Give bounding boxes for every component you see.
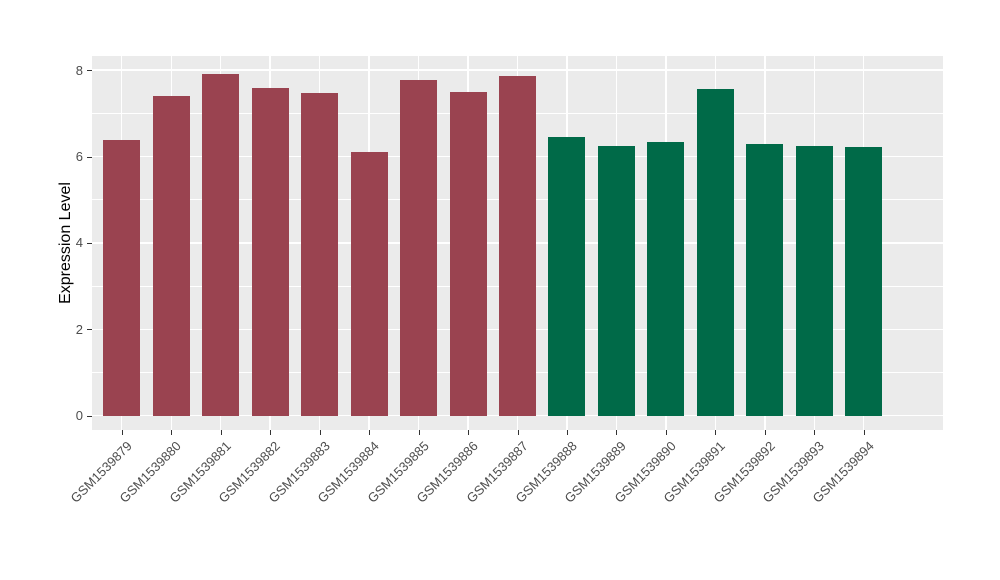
- x-tick-mark: [616, 430, 618, 435]
- bar-GSM1539884: [350, 152, 388, 416]
- plot-panel: [92, 56, 943, 430]
- x-tick-mark: [468, 430, 470, 435]
- y-tick-mark: [87, 156, 92, 158]
- x-tick-mark: [715, 430, 717, 435]
- bar-GSM1539882: [251, 88, 289, 416]
- bar-GSM1539887: [499, 76, 536, 416]
- y-tick-label: 2: [75, 321, 83, 337]
- bar-GSM1539890: [647, 141, 685, 416]
- x-tick-mark: [517, 430, 519, 435]
- y-tick-label: 0: [75, 408, 83, 424]
- y-tick-mark: [87, 329, 92, 331]
- bar-GSM1539893: [795, 145, 833, 416]
- y-tick-label: 4: [75, 235, 83, 251]
- x-tick-mark: [369, 430, 371, 435]
- y-tick-mark: [87, 242, 92, 244]
- x-tick-mark: [418, 430, 420, 435]
- x-tick-mark: [566, 430, 568, 435]
- bar-GSM1539880: [152, 95, 190, 416]
- y-tick-label: 6: [75, 149, 83, 164]
- bar-GSM1539888: [548, 137, 586, 416]
- x-tick-mark: [220, 430, 222, 435]
- bar-GSM1539891: [696, 88, 734, 416]
- bar-GSM1539889: [597, 145, 635, 416]
- x-tick-mark: [814, 430, 816, 435]
- x-tick-mark: [270, 430, 272, 435]
- x-tick-mark: [665, 430, 667, 435]
- x-tick-mark: [863, 430, 865, 435]
- y-tick-label: 8: [75, 62, 83, 78]
- y-tick-mark: [87, 70, 92, 72]
- x-tick-mark: [171, 430, 173, 435]
- x-tick-mark: [121, 430, 123, 435]
- bar-GSM1539883: [301, 92, 339, 416]
- x-tick-mark: [319, 430, 321, 435]
- y-tick-mark: [87, 415, 92, 417]
- bar-GSM1539879: [103, 140, 141, 416]
- bar-GSM1539885: [400, 80, 438, 416]
- bar-GSM1539886: [449, 92, 487, 416]
- bar-GSM1539881: [202, 73, 240, 416]
- bar-GSM1539894: [845, 147, 883, 416]
- x-tick-mark: [764, 430, 766, 435]
- bar-GSM1539892: [746, 143, 784, 416]
